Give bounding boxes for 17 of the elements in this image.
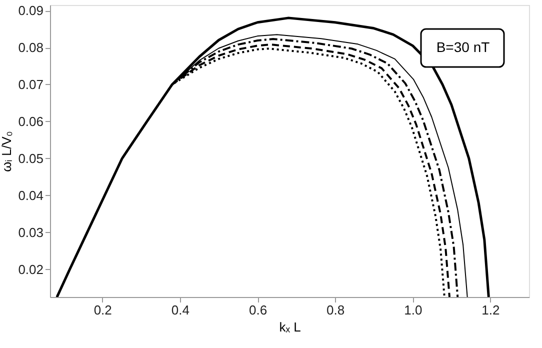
x-axis-title: kₓ L [279,320,301,334]
y-axis-title: ωᵢ L/V₀ [0,131,14,172]
y-tick-label: 0.05 [18,150,44,166]
x-tick-label: 0.4 [171,302,190,318]
y-tick-label: 0.08 [18,40,44,56]
y-tick-label: 0.03 [18,224,44,240]
annotation: B=30 nT [436,39,490,55]
y-tick-label: 0.07 [18,76,44,92]
y-tick-label: 0.06 [18,114,44,129]
x-tick-label: 1.0 [404,302,422,318]
y-tick-label: 0.09 [18,3,44,18]
x-tick-label: 0.2 [94,302,112,318]
x-tick-label: 0.8 [326,302,345,318]
y-tick-label: 0.04 [18,188,44,203]
y-tick-label: 0.02 [18,262,44,277]
x-tick-label: 1.2 [482,302,500,318]
x-tick-label: 0.6 [248,302,268,318]
